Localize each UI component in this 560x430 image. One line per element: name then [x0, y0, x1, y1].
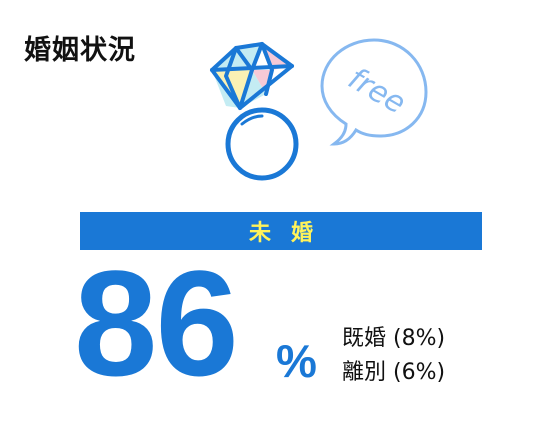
diamond-ring-icon	[210, 42, 299, 181]
banner-label: 未婚	[248, 221, 333, 246]
page-title: 婚姻状況	[24, 35, 136, 66]
percent-sign: %	[276, 335, 317, 387]
speech-bubble-icon: free	[320, 38, 428, 146]
status-banner: 未婚	[80, 212, 482, 250]
breakdown-list: 既婚 (8%) 離別 (6%)	[342, 322, 445, 390]
breakdown-item-married: 既婚 (8%)	[342, 326, 446, 351]
breakdown-item-divorced: 離別 (6%)	[342, 360, 446, 385]
main-percentage: 86	[74, 239, 239, 407]
